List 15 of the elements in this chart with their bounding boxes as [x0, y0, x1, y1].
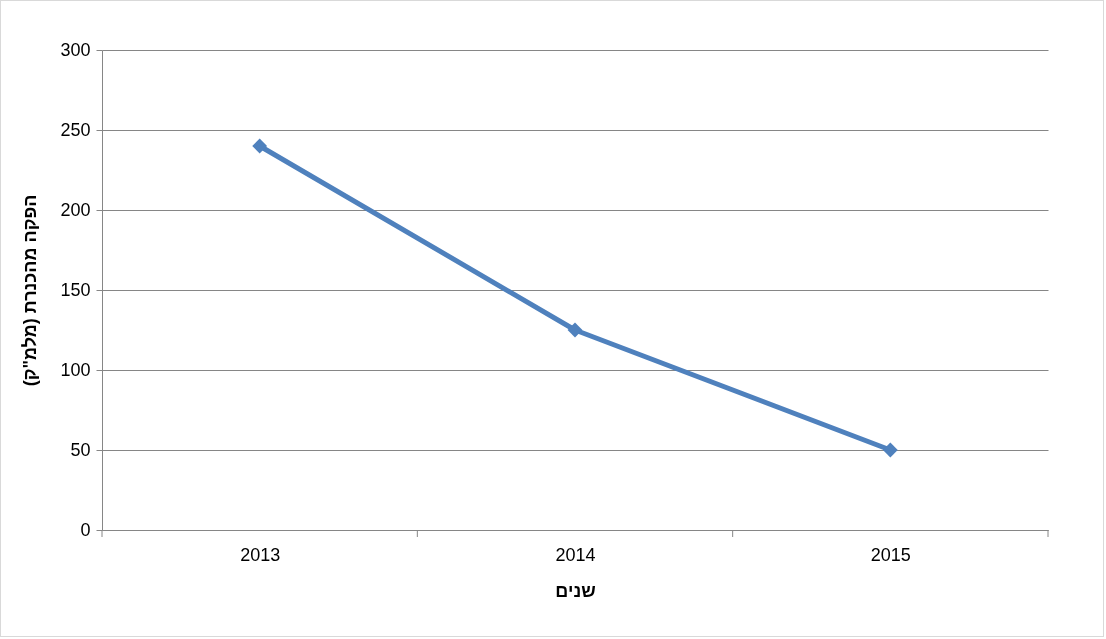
- y-tick-label: 250: [60, 119, 91, 140]
- y-tick-label: 150: [60, 279, 91, 300]
- x-tick-label: 2015: [870, 544, 911, 565]
- y-tick-label: 300: [60, 39, 91, 60]
- y-tick-label: 100: [60, 359, 91, 380]
- x-axis-title: שנים: [555, 580, 596, 601]
- x-tick-label: 2014: [555, 544, 596, 565]
- point: [882, 442, 898, 458]
- y-tick-label: 0: [80, 519, 91, 540]
- point: [567, 322, 583, 338]
- y-axis-title: הפקה מהכנרת (מלמ"ק): [20, 194, 41, 387]
- point: [252, 138, 268, 154]
- y-tick-label: 50: [70, 439, 91, 460]
- x-tick-label: 2013: [240, 544, 281, 565]
- y-tick-label: 200: [60, 199, 91, 220]
